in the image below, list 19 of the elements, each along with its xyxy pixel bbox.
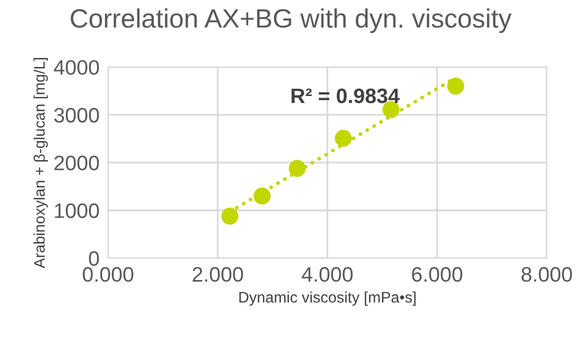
- x-axis-title: Dynamic viscosity [mPa•s]: [239, 291, 416, 306]
- y-tick-label: 0: [88, 251, 99, 266]
- y-tick-label: 2000: [54, 156, 99, 170]
- point: [447, 78, 464, 95]
- x-tick-label: 8.000: [522, 267, 572, 282]
- chart-title: Correlation AX+BG with dyn. viscosity: [70, 8, 512, 34]
- point: [288, 160, 306, 177]
- y-axis-title: Arabinoxylan + β-glucan [mg/L]: [34, 58, 48, 268]
- x-tick-label: 0.000: [82, 267, 134, 282]
- point: [254, 188, 271, 205]
- point: [334, 130, 352, 147]
- y-tick-label: 1000: [54, 203, 99, 218]
- y-tick-label: 3000: [54, 108, 99, 123]
- x-tick-label: 6.000: [412, 267, 462, 282]
- annotation: R² = 0.9834: [292, 88, 400, 104]
- x-tick-label: 2.000: [192, 267, 243, 282]
- x-tick-label: 4.000: [302, 267, 353, 282]
- y-tick-label: 4000: [54, 60, 99, 75]
- point: [221, 208, 238, 225]
